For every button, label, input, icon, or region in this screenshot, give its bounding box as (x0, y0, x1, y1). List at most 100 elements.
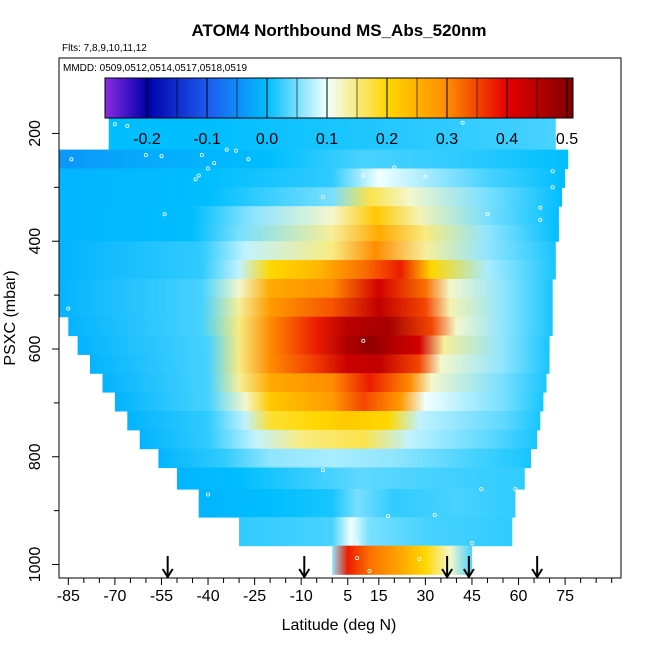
sample-point (66, 306, 71, 311)
y-tick-label: 1000 (27, 547, 44, 583)
x-tick-label: 75 (556, 588, 574, 605)
heatmap-layer (102, 373, 547, 393)
heatmap-layer (59, 297, 553, 318)
x-tick-label: 45 (463, 588, 481, 605)
sample-point (112, 122, 117, 127)
x-tick-label: 5 (343, 588, 352, 605)
x-tick-label: -85 (57, 588, 80, 605)
colorbar-tick-label: 0.5 (556, 131, 578, 148)
colorbar: -0.2 -0.1 0.0 0.1 0.2 0.3 0.4 0.5 (104, 77, 578, 148)
x-tick-label: 15 (370, 588, 388, 605)
sample-point (199, 152, 204, 157)
sample-point (320, 468, 325, 473)
plot-frame (58, 57, 622, 579)
sample-point (143, 152, 148, 157)
sample-point (205, 492, 210, 497)
sample-point (69, 157, 74, 162)
heatmap-layer (127, 411, 541, 431)
flight-marker-arrow (441, 568, 453, 579)
heatmap-layer (139, 429, 538, 450)
chart-annotation: MMDD: 0509,0512,0514,0517,0518,0519 (63, 63, 247, 74)
sample-point (320, 194, 325, 199)
sample-point (193, 177, 198, 182)
y-tick-label: 600 (27, 336, 44, 363)
heatmap-layer (59, 168, 566, 188)
colorbar-tick-label: -0.2 (133, 131, 161, 148)
sample-point (485, 212, 490, 217)
sample-point (361, 338, 366, 343)
colorbar-tick-label: 0.2 (376, 131, 398, 148)
flight-marker-arrow (531, 568, 544, 579)
sample-point (159, 154, 164, 159)
colorbar-gradient (104, 77, 574, 119)
sample-point (423, 174, 428, 179)
sample-point (469, 541, 474, 546)
heatmap-layer (198, 489, 516, 518)
sample-point (386, 514, 391, 519)
sample-point (417, 557, 422, 562)
heatmap-layer (68, 316, 553, 337)
heatmap-layer (158, 448, 531, 469)
sample-point (513, 487, 518, 492)
x-tick-label: -70 (103, 588, 126, 605)
heatmap-layer (59, 241, 556, 261)
colorbar-tick-label: 0.4 (496, 131, 518, 148)
heatmap-layer (114, 392, 544, 412)
x-tick-label: -10 (290, 588, 313, 605)
x-tick-label: -40 (196, 588, 219, 605)
flight-markers (161, 556, 544, 579)
sample-point (361, 173, 366, 178)
sample-point (479, 487, 484, 492)
sample-point (392, 165, 397, 170)
sample-point (162, 212, 167, 217)
heatmap-layer (59, 149, 569, 169)
sample-point (224, 147, 229, 152)
heatmap-layer (59, 206, 559, 226)
heatmap-layer (59, 187, 562, 207)
heatmap-layer (77, 335, 550, 355)
colorbar-tick-label: 0.0 (256, 131, 278, 148)
sample-point (125, 123, 130, 128)
sample-point (538, 217, 543, 222)
sample-point (550, 169, 555, 174)
heatmap-layers (59, 111, 569, 575)
colorbar-tick-label: 0.1 (316, 131, 338, 148)
sample-point (246, 157, 251, 162)
sample-point (212, 161, 217, 166)
sample-point (355, 556, 360, 561)
flight-marker-arrow (298, 568, 311, 579)
sample-point (205, 166, 210, 171)
sample-point (355, 541, 360, 546)
x-tick-label: 30 (416, 588, 434, 605)
chart-subtitle: Flts: 7,8,9,10,11,12 (62, 43, 147, 54)
heatmap-layer (59, 278, 553, 299)
sample-point (460, 120, 465, 125)
y-axis: 200 400 600 800 1000 (27, 120, 59, 582)
y-tick-label: 200 (27, 120, 44, 147)
x-axis: -85 -70 -55 -40 -25 -10 5 15 30 45 60 75 (57, 578, 613, 605)
sample-point (550, 185, 555, 190)
x-axis-label: Latitude (deg N) (282, 617, 397, 634)
y-tick-label: 800 (27, 443, 44, 470)
heatmap-layer (59, 225, 559, 242)
colorbar-tick-label: 0.3 (436, 131, 458, 148)
chart-title: ATOM4 Northbound MS_Abs_520nm (191, 21, 486, 40)
x-tick-label: -55 (150, 588, 173, 605)
sample-point (538, 205, 543, 210)
heatmap-layer (239, 517, 513, 547)
sample-point (432, 513, 437, 518)
heatmap-layer (59, 260, 556, 280)
flight-marker-arrow (161, 568, 174, 579)
sample-point (367, 569, 372, 574)
y-axis-label: PSXC (mbar) (2, 270, 19, 365)
colorbar-tick-label: -0.1 (193, 131, 221, 148)
x-tick-label: 60 (510, 588, 528, 605)
flight-marker-arrow (463, 568, 475, 579)
x-tick-label: -25 (243, 588, 266, 605)
heatmap-layer (177, 467, 525, 490)
sample-point (196, 173, 201, 178)
sample-point (233, 148, 238, 153)
heatmap-layer (90, 354, 550, 374)
